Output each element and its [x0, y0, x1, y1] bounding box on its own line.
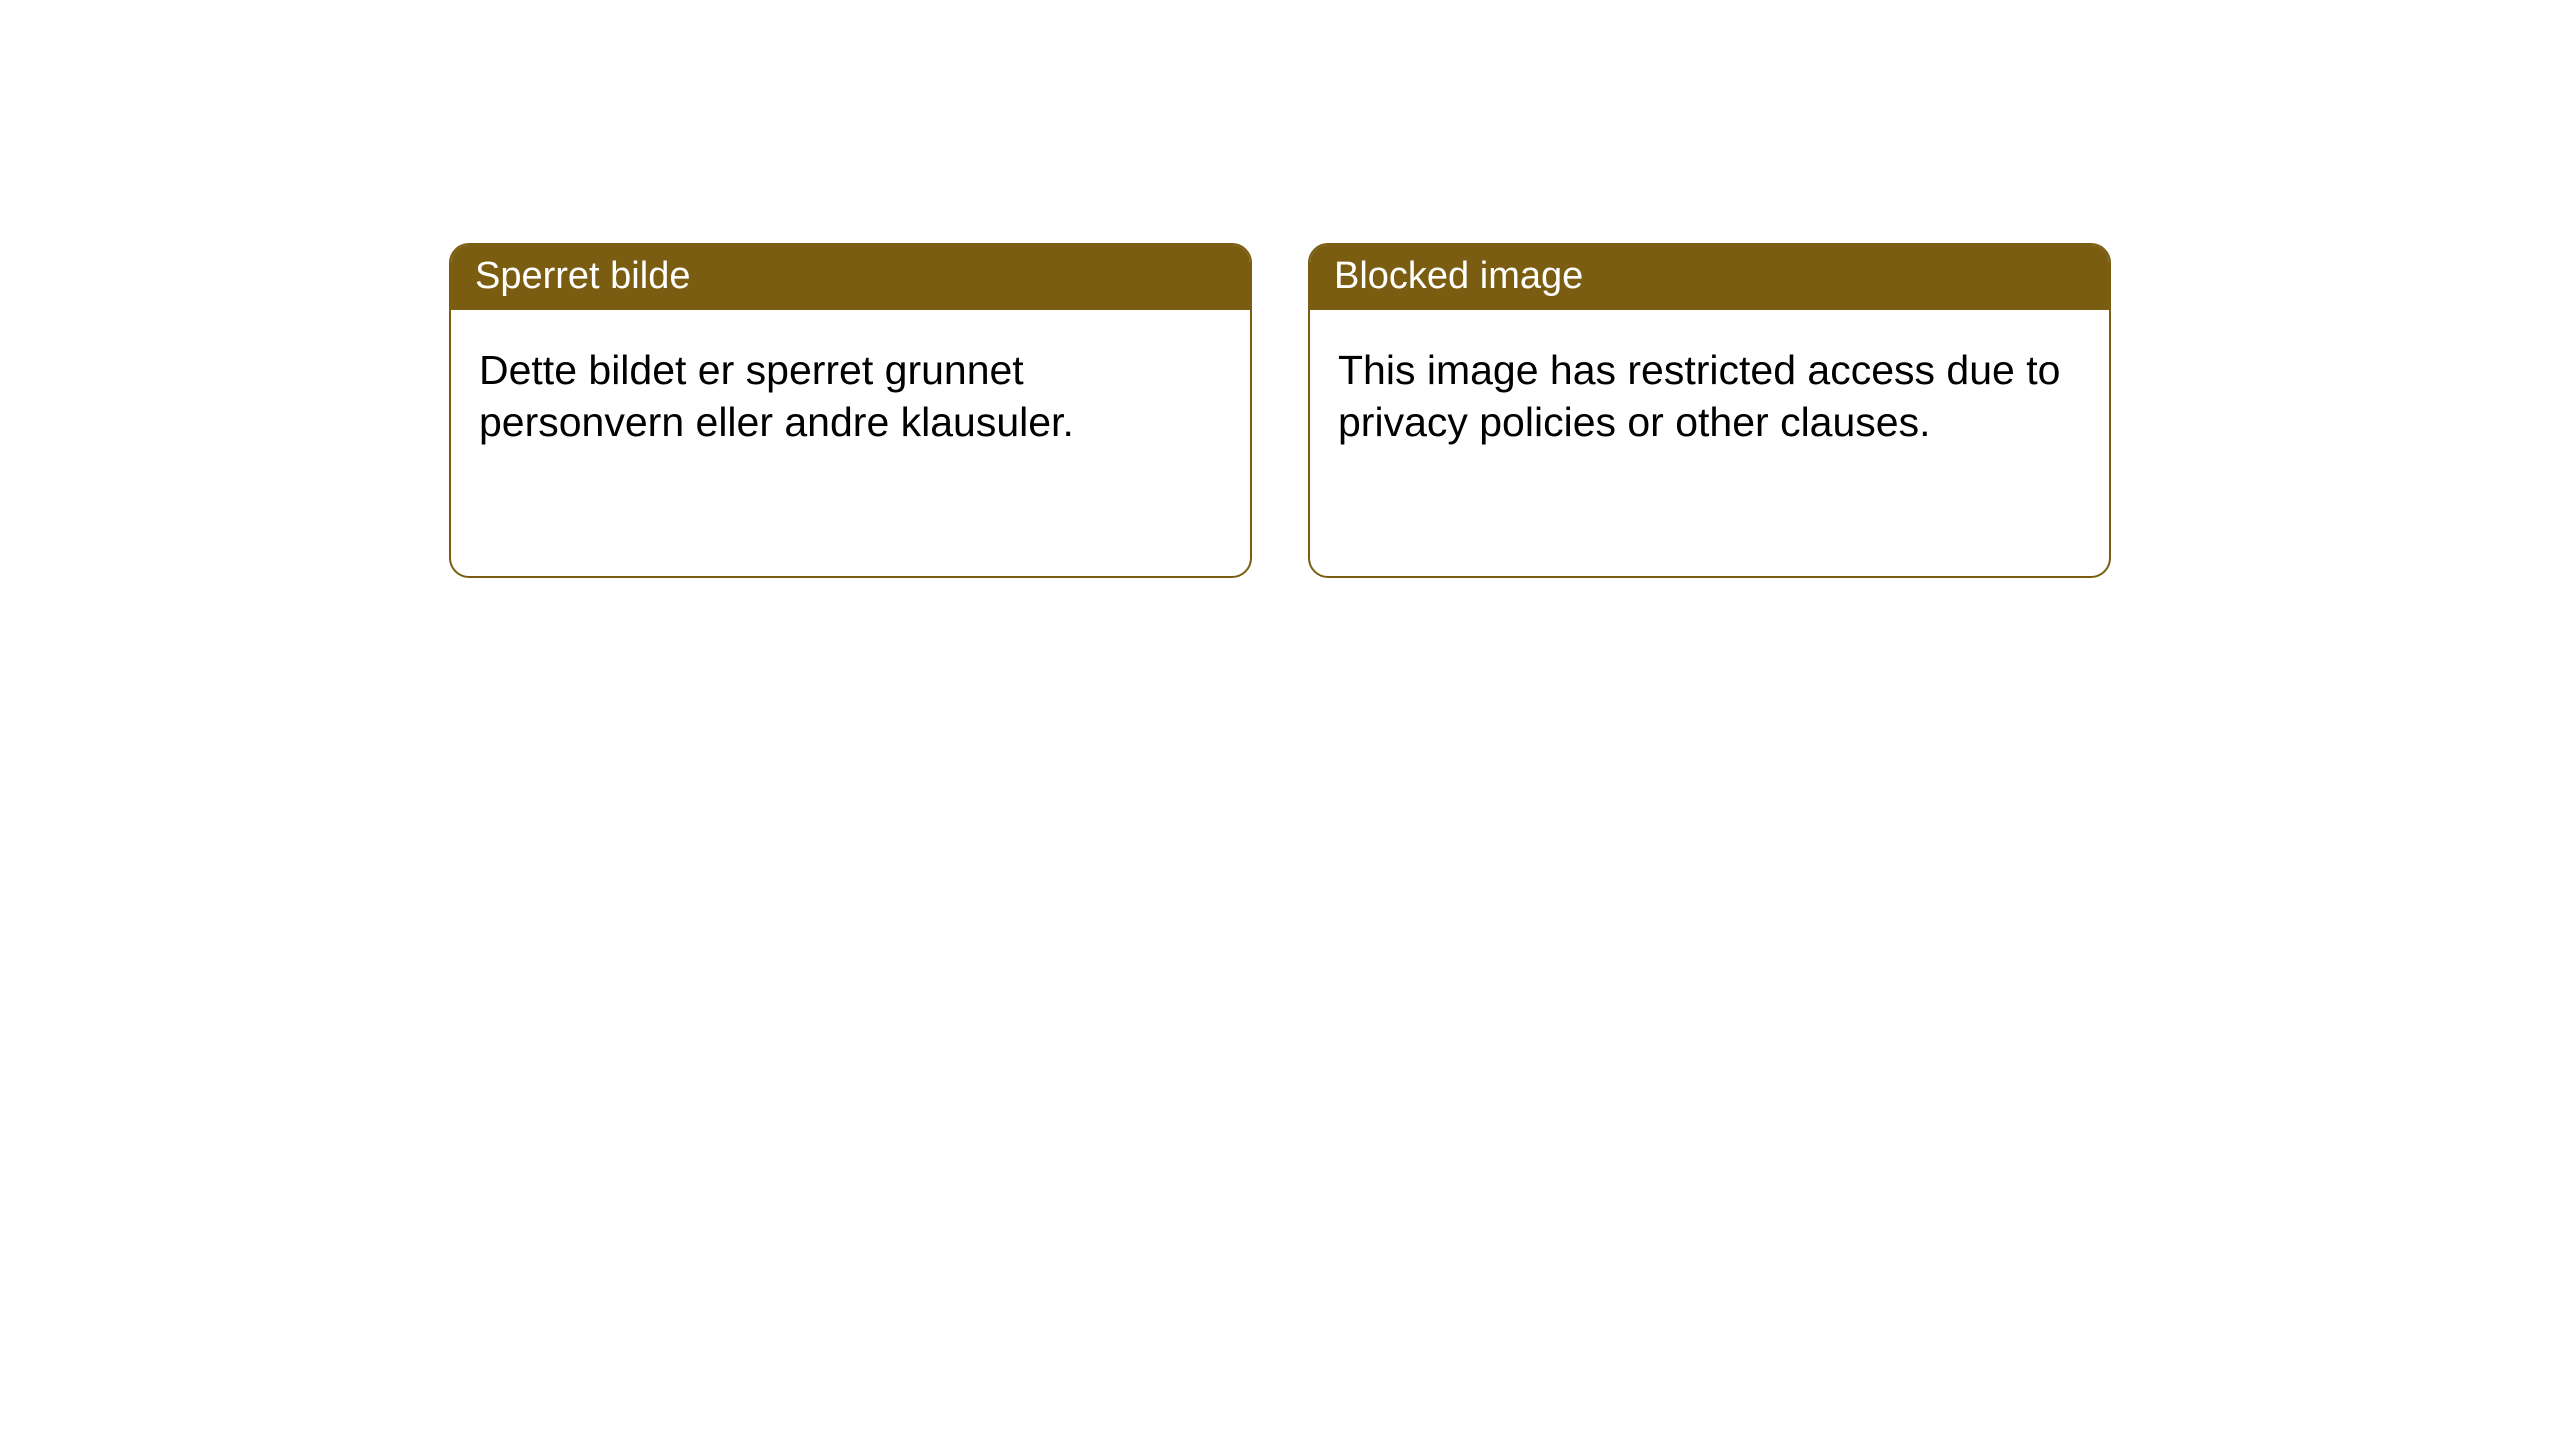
notice-card-title: Sperret bilde	[451, 245, 1250, 310]
notice-card-norwegian: Sperret bilde Dette bildet er sperret gr…	[449, 243, 1252, 578]
notice-card-title: Blocked image	[1310, 245, 2109, 310]
notice-card-body: Dette bildet er sperret grunnet personve…	[451, 310, 1250, 483]
notice-card-english: Blocked image This image has restricted …	[1308, 243, 2111, 578]
notice-cards-container: Sperret bilde Dette bildet er sperret gr…	[449, 243, 2111, 578]
notice-card-body: This image has restricted access due to …	[1310, 310, 2109, 483]
